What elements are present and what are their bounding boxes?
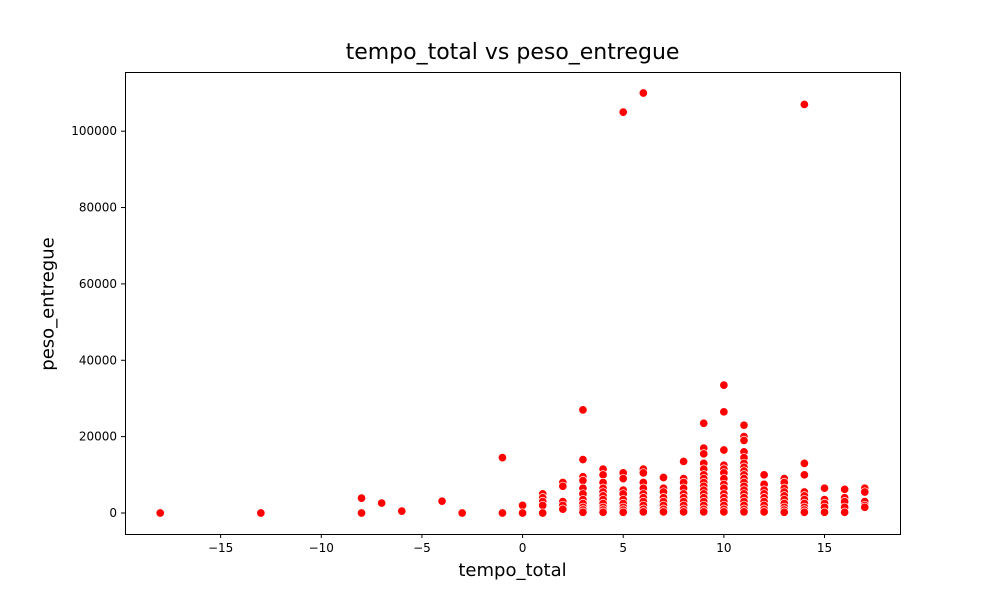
scatter-point	[618, 507, 628, 517]
scatter-point	[155, 508, 165, 518]
scatter-point	[538, 500, 548, 510]
scatter-point	[719, 380, 729, 390]
y-axis-label: peso_entregue	[37, 237, 59, 371]
x-tick-label: −10	[309, 541, 334, 555]
x-tick-label: 15	[817, 541, 832, 555]
scatter-point	[578, 507, 588, 517]
scatter-point	[356, 493, 367, 503]
scatter-point	[779, 507, 789, 517]
scatter-point	[638, 507, 648, 517]
scatter-point	[840, 507, 850, 517]
y-tick-label: 80000	[79, 201, 117, 215]
scatter-point	[658, 507, 669, 517]
scatter-point	[256, 508, 266, 518]
scatter-point	[457, 508, 467, 518]
scatter-point	[538, 508, 548, 518]
scatter-point	[598, 470, 608, 480]
y-tick-label: 40000	[79, 353, 117, 367]
x-axis-label: tempo_total	[458, 560, 567, 581]
x-axis-ticks: −15 −10 −5 0 5 10 15	[208, 534, 832, 555]
scatter-point	[799, 470, 809, 480]
scatter-point	[578, 475, 588, 486]
scatter-point	[578, 454, 588, 465]
scatter-point	[840, 484, 850, 494]
scatter-point	[638, 88, 648, 98]
scatter-point	[377, 498, 387, 508]
y-tick-label: 20000	[79, 430, 117, 444]
scatter-point	[578, 405, 588, 415]
scatter-point	[518, 500, 528, 510]
x-tick-label: 5	[619, 541, 627, 555]
x-tick-label: 0	[519, 541, 527, 555]
scatter-point	[437, 496, 447, 506]
scatter-point	[739, 420, 749, 430]
y-tick-label: 100000	[71, 124, 117, 138]
scatter-point	[356, 508, 367, 518]
data-points	[155, 88, 870, 518]
x-tick-label: −15	[208, 541, 233, 555]
scatter-point	[719, 445, 729, 455]
scatter-point	[860, 487, 870, 497]
chart-title: tempo_total vs peso_entregue	[345, 40, 680, 65]
scatter-point	[819, 507, 830, 517]
scatter-point	[799, 458, 809, 468]
scatter-point	[719, 507, 729, 517]
scatter-point	[679, 507, 689, 517]
scatter-point	[598, 507, 608, 517]
scatter-point	[860, 502, 870, 512]
scatter-point	[719, 407, 729, 417]
scatter-point	[497, 508, 507, 518]
scatter-point	[699, 507, 709, 517]
scatter-point	[759, 470, 769, 480]
scatter-point	[799, 99, 809, 110]
scatter-point	[699, 418, 709, 428]
scatter-point	[799, 507, 809, 517]
scatter-point	[658, 472, 669, 483]
y-tick-label: 0	[109, 506, 117, 520]
scatter-point	[638, 468, 648, 478]
x-tick-label: 10	[716, 541, 731, 555]
scatter-point	[759, 507, 769, 517]
scatter-point	[819, 483, 830, 493]
scatter-point	[558, 481, 568, 491]
y-axis-ticks: 0 20000 40000 60000 80000 100000	[71, 124, 125, 520]
y-tick-label: 60000	[79, 277, 117, 291]
scatter-point	[618, 107, 628, 117]
scatter-point	[679, 456, 689, 467]
plot-area-frame	[125, 72, 901, 535]
x-tick-label: −5	[413, 541, 431, 555]
scatter-point	[397, 506, 407, 516]
scatter-point	[739, 507, 749, 517]
scatter-point	[518, 508, 528, 518]
scatter-point	[497, 453, 507, 463]
scatter-point	[699, 449, 709, 459]
scatter-point	[558, 504, 568, 514]
scatter-point	[618, 474, 628, 484]
scatter-point	[739, 435, 749, 446]
